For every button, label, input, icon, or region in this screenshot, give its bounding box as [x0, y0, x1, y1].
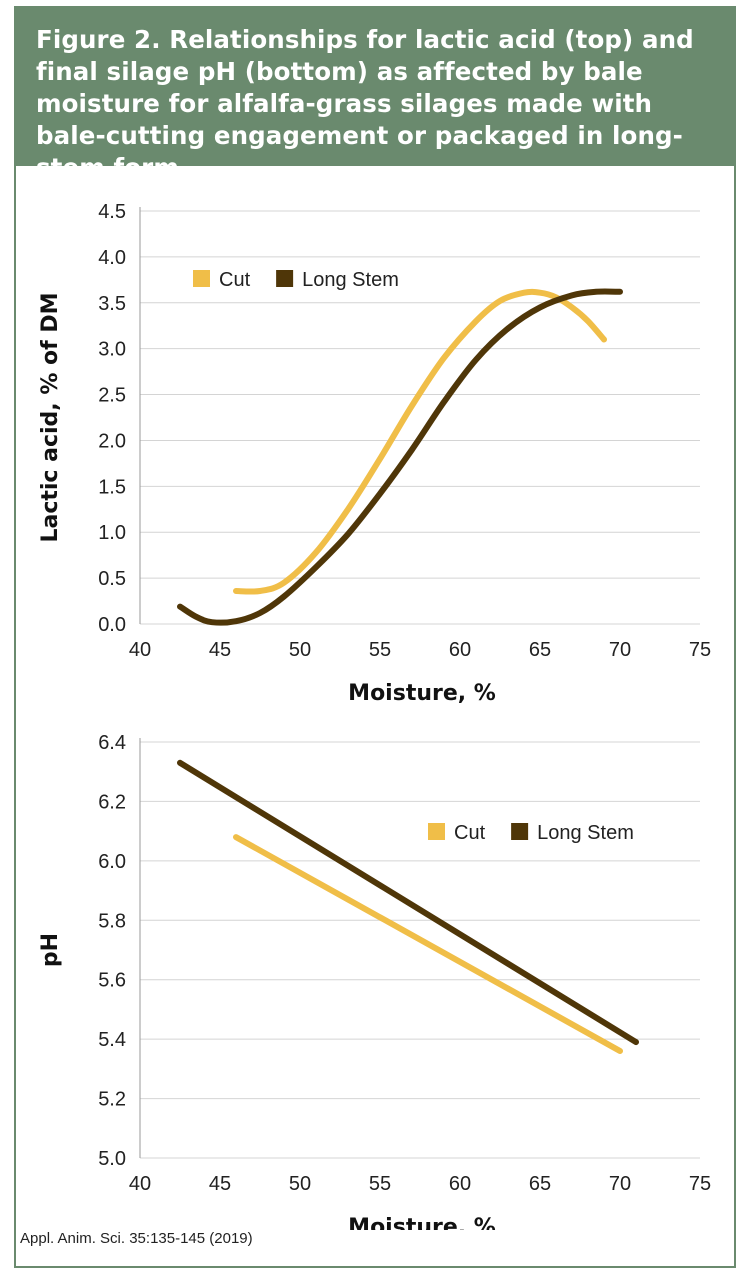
figure-header: Figure 2. Relationships for lactic acid …: [16, 8, 734, 182]
legend-label-long-stem: Long Stem: [537, 822, 634, 844]
series-line-cut: [233, 288, 607, 595]
y-tick-label: 3.0: [98, 339, 126, 361]
legend-swatch-cut: [193, 270, 210, 287]
y-tick-label: 6.0: [98, 851, 126, 873]
x-tick-label: 70: [609, 639, 631, 661]
y-axis-label: pH: [38, 933, 63, 967]
x-tick-label: 45: [209, 639, 231, 661]
x-tick-label: 75: [689, 639, 711, 661]
x-axis-label: Moisture, %: [348, 1215, 496, 1230]
legend-label-cut: Cut: [219, 269, 251, 291]
x-tick-label: 65: [529, 639, 551, 661]
y-tick-label: 5.0: [98, 1148, 126, 1170]
x-tick-label: 75: [689, 1173, 711, 1195]
x-tick-label: 60: [449, 639, 471, 661]
legend-swatch-long-stem: [276, 270, 294, 287]
y-tick-label: 3.5: [98, 293, 126, 315]
ph-chart: 5.0 5.2 5.4 5.6 5.8 6.0 6.2 6.4 40 45 50 55 60 65 70 75…: [38, 732, 711, 1230]
y-tick-label: 6.2: [98, 791, 126, 813]
y-tick-label: 0.0: [98, 614, 126, 636]
y-tick-label: 6.4: [98, 732, 126, 754]
legend-label-long-stem: Long Stem: [302, 269, 399, 291]
y-tick-label: 0.5: [98, 568, 126, 590]
x-tick-label: 60: [449, 1173, 471, 1195]
y-tick-label: 5.4: [98, 1029, 126, 1051]
y-tick-label: 5.6: [98, 970, 126, 992]
figure-frame: Figure 2. Relationships for lactic acid …: [14, 6, 736, 1268]
y-tick-label: 1.5: [98, 476, 126, 498]
x-tick-label: 65: [529, 1173, 551, 1195]
legend-swatch-long-stem: [511, 823, 529, 840]
lactic-acid-chart: 0.0 0.5 1.0 1.5 2.0 2.5 3.0 3.5 4.0 4.5 40 45 50 55 60…: [38, 201, 711, 706]
legend-label-cut: Cut: [454, 822, 486, 844]
figure-title: Figure 2. Relationships for lactic acid …: [36, 25, 694, 182]
y-tick-label: 1.0: [98, 522, 126, 544]
x-tick-label: 40: [129, 1173, 151, 1195]
x-tick-label: 70: [609, 1173, 631, 1195]
series-line-cut: [233, 834, 623, 1054]
x-tick-label: 55: [369, 1173, 391, 1195]
series-line-long-stem: [177, 759, 639, 1046]
y-axis-label: Lactic acid, % of DM: [38, 292, 63, 542]
y-tick-label: 4.5: [98, 201, 126, 223]
series-line-long-stem: [177, 288, 623, 626]
x-tick-label: 40: [129, 639, 151, 661]
y-tick-label: 4.0: [98, 247, 126, 269]
y-tick-label: 2.5: [98, 385, 126, 407]
x-tick-label: 55: [369, 639, 391, 661]
source-citation: Appl. Anim. Sci. 35:135-145 (2019): [20, 1230, 253, 1247]
x-tick-label: 50: [289, 1173, 311, 1195]
y-tick-label: 5.8: [98, 910, 126, 932]
y-tick-label: 5.2: [98, 1089, 126, 1111]
y-tick-label: 2.0: [98, 430, 126, 452]
x-axis-label: Moisture, %: [348, 681, 496, 706]
x-tick-label: 50: [289, 639, 311, 661]
legend-swatch-cut: [428, 823, 445, 840]
x-tick-label: 45: [209, 1173, 231, 1195]
